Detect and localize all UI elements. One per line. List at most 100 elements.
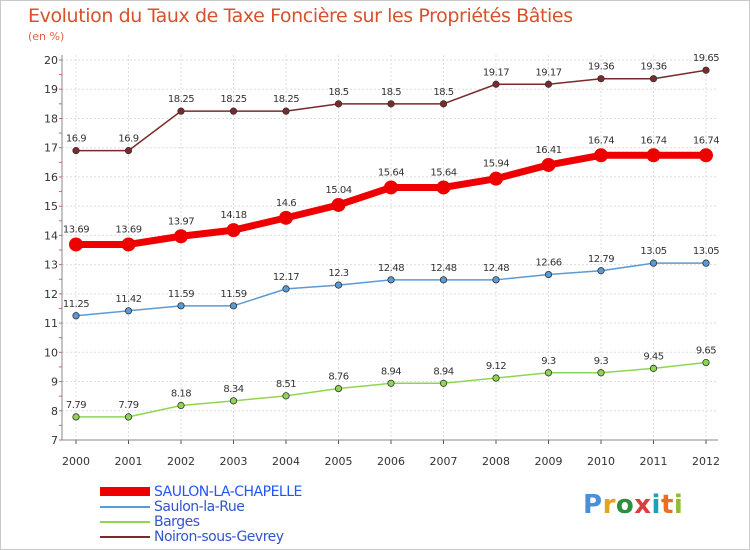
data-label: 13.05	[640, 246, 666, 257]
data-point	[702, 66, 710, 74]
data-label: 11.25	[63, 299, 89, 310]
data-point	[229, 397, 238, 405]
logo-letter: P	[583, 490, 603, 520]
data-label: 14.18	[220, 210, 246, 221]
data-point	[649, 259, 658, 267]
data-label: 18.25	[273, 94, 299, 105]
data-label: 12.66	[535, 258, 561, 269]
x-tick-label: 2010	[587, 455, 615, 468]
data-point	[282, 285, 290, 293]
data-label: 16.74	[693, 135, 719, 146]
data-point	[282, 392, 290, 400]
y-tick-label: 11	[44, 317, 58, 330]
data-point	[439, 100, 448, 108]
x-tick-label: 2007	[430, 455, 458, 468]
x-tick-label: 2012	[692, 455, 720, 468]
logo-letter: t	[660, 490, 674, 520]
data-point	[69, 237, 83, 252]
data-point	[597, 267, 605, 275]
data-point	[646, 148, 661, 163]
data-label: 12.3	[328, 268, 348, 279]
data-label: 15.64	[430, 167, 456, 178]
legend-swatch	[100, 520, 150, 523]
legend: SAULON-LA-CHAPELLE Saulon-la-Rue Barges Noi…	[100, 484, 302, 545]
data-label: 19.36	[588, 62, 614, 73]
data-label: 8.94	[433, 366, 453, 377]
x-tick-label: 2011	[640, 455, 668, 468]
data-label: 7.79	[118, 400, 138, 411]
data-label: 11.59	[220, 289, 246, 300]
data-point	[649, 364, 658, 372]
legend-label: Noiron-sous-Gevrey	[154, 528, 284, 545]
chart-title: Evolution du Taux de Taxe Foncière sur l…	[28, 5, 573, 27]
data-label: 13.69	[63, 224, 89, 235]
data-label: 13.97	[168, 216, 194, 227]
data-label: 16.74	[588, 135, 614, 146]
data-point	[541, 157, 556, 172]
x-tick-label: 2008	[482, 455, 510, 468]
y-tick-label: 14	[44, 229, 58, 242]
data-label: 13.05	[693, 246, 719, 257]
y-tick-label: 17	[44, 142, 58, 155]
x-tick-label: 2002	[167, 455, 195, 468]
data-point	[177, 401, 185, 410]
y-tick-label: 12	[44, 288, 58, 301]
data-label: 16.74	[640, 135, 666, 146]
data-point	[177, 302, 185, 310]
data-label: 15.64	[378, 167, 404, 178]
data-point	[492, 276, 500, 284]
logo-letter: x	[634, 490, 652, 520]
data-label: 8.94	[381, 366, 401, 377]
data-label: 18.5	[381, 87, 401, 98]
data-point	[334, 384, 343, 393]
data-point	[72, 413, 80, 421]
data-label: 19.65	[693, 53, 719, 64]
x-tick-label: 2009	[535, 455, 563, 468]
data-label: 8.18	[171, 389, 191, 400]
data-point	[384, 180, 398, 195]
data-point	[174, 229, 188, 244]
data-point	[702, 259, 710, 267]
logo-letter: i	[651, 490, 661, 520]
data-point	[492, 80, 500, 88]
data-point	[387, 100, 395, 108]
data-point	[489, 171, 503, 186]
y-tick-label: 19	[44, 83, 58, 96]
data-label: 8.51	[276, 379, 296, 390]
x-tick-label: 2003	[220, 455, 248, 468]
data-label: 16.41	[535, 145, 561, 156]
data-point	[279, 210, 293, 225]
data-label: 9.12	[486, 361, 506, 372]
data-point	[334, 100, 343, 108]
data-label: 14.6	[276, 198, 296, 209]
x-tick-label: 2004	[272, 455, 300, 468]
data-point	[436, 180, 451, 195]
data-label: 15.94	[483, 159, 509, 170]
data-label: 11.59	[168, 289, 194, 300]
data-point	[597, 75, 605, 83]
data-point	[544, 80, 553, 88]
logo-letter: o	[615, 490, 635, 520]
data-label: 19.17	[535, 67, 561, 78]
x-tick-label: 2001	[115, 455, 143, 468]
data-point	[124, 147, 133, 155]
data-label: 9.65	[696, 346, 716, 357]
data-point	[334, 281, 343, 289]
data-point	[699, 148, 713, 163]
x-tick-label: 2005	[325, 455, 353, 468]
data-label: 19.36	[640, 62, 666, 73]
data-point	[177, 107, 185, 115]
data-label: 19.17	[483, 67, 509, 78]
legend-swatch	[100, 535, 150, 538]
data-point	[282, 107, 290, 115]
data-point	[387, 379, 395, 387]
data-point	[702, 358, 710, 367]
data-label: 12.48	[430, 263, 456, 274]
x-tick-label: 2000	[62, 455, 90, 468]
data-label: 12.48	[483, 263, 509, 274]
data-point	[124, 413, 133, 421]
data-label: 13.69	[115, 224, 141, 235]
legend-item: Noiron-sous-Gevrey	[100, 528, 302, 545]
data-point	[649, 75, 658, 83]
data-label: 7.79	[66, 400, 86, 411]
